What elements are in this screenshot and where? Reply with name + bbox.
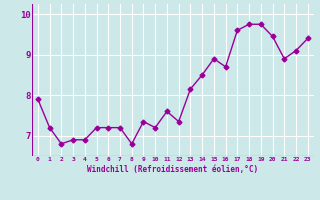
X-axis label: Windchill (Refroidissement éolien,°C): Windchill (Refroidissement éolien,°C) bbox=[87, 165, 258, 174]
